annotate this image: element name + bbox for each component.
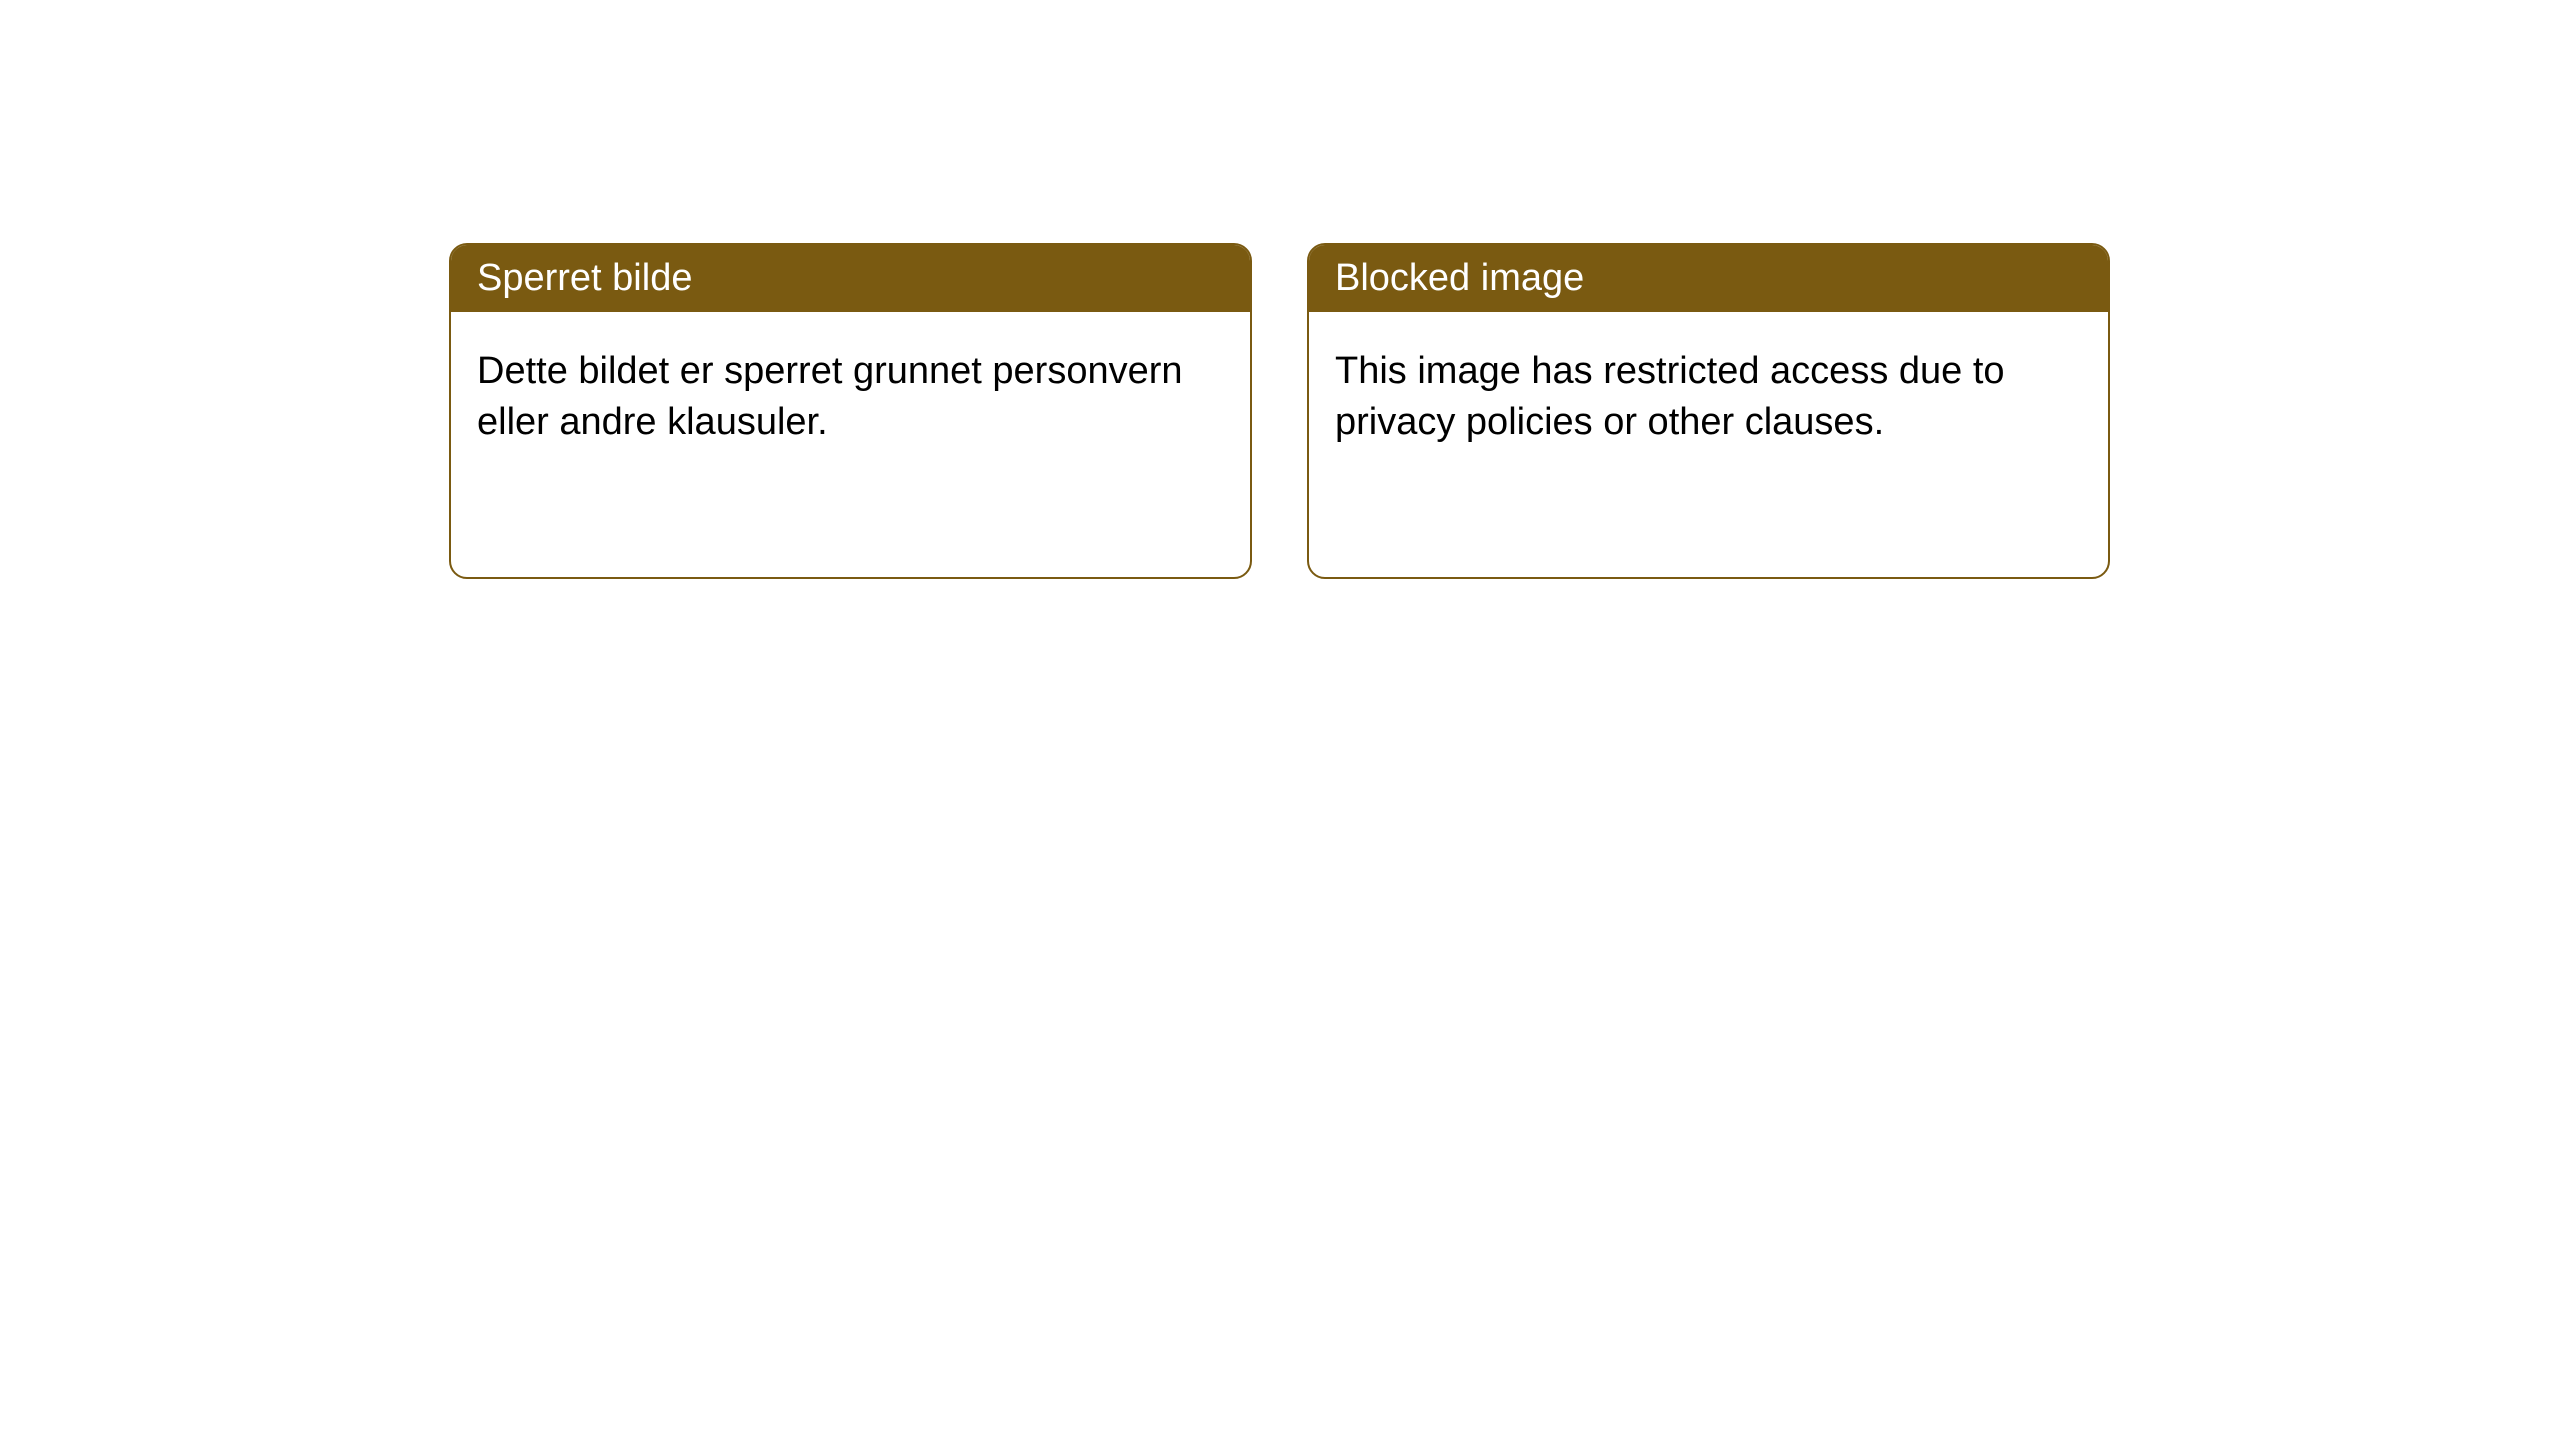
notice-card-norwegian: Sperret bilde Dette bildet er sperret gr… — [449, 243, 1252, 579]
card-body-norwegian: Dette bildet er sperret grunnet personve… — [451, 312, 1250, 483]
notice-row: Sperret bilde Dette bildet er sperret gr… — [449, 243, 2110, 579]
card-title: Blocked image — [1335, 257, 1584, 299]
card-body-text: Dette bildet er sperret grunnet personve… — [477, 350, 1183, 443]
card-body-english: This image has restricted access due to … — [1309, 312, 2108, 483]
card-header-norwegian: Sperret bilde — [451, 245, 1250, 312]
card-header-english: Blocked image — [1309, 245, 2108, 312]
notice-card-english: Blocked image This image has restricted … — [1307, 243, 2110, 579]
card-body-text: This image has restricted access due to … — [1335, 350, 2005, 443]
card-title: Sperret bilde — [477, 257, 692, 299]
